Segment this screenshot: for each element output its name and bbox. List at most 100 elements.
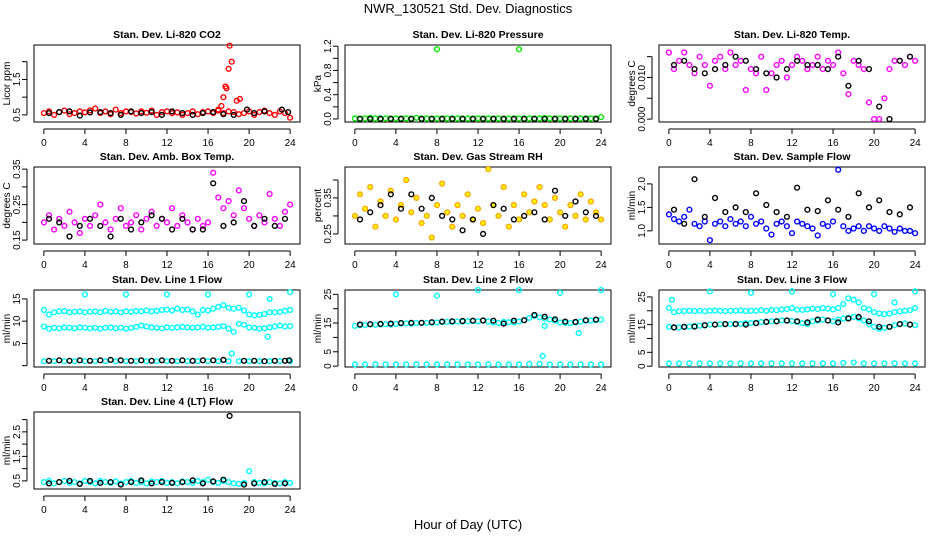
data-point xyxy=(40,109,48,117)
data-point xyxy=(61,107,68,114)
data-point xyxy=(521,191,528,198)
data-point xyxy=(500,115,507,123)
data-point xyxy=(526,314,533,322)
data-point xyxy=(128,308,135,315)
data-point xyxy=(567,202,574,209)
data-point xyxy=(256,108,263,116)
data-point xyxy=(122,358,130,365)
data-point xyxy=(691,65,698,73)
data-point xyxy=(174,222,181,230)
data-point xyxy=(194,311,201,318)
data-point xyxy=(251,324,258,331)
data-point xyxy=(112,478,119,485)
data-point xyxy=(199,109,207,117)
data-point xyxy=(870,291,878,298)
data-point xyxy=(732,321,739,328)
data-point xyxy=(107,226,114,233)
data-point xyxy=(500,184,507,191)
data-point xyxy=(377,115,384,123)
data-point xyxy=(266,479,273,486)
data-point xyxy=(459,212,466,220)
data-point xyxy=(362,322,369,329)
data-point xyxy=(433,115,441,122)
y-tick-label: 0.5 xyxy=(12,108,23,122)
x-tick-label: 20 xyxy=(869,260,881,271)
y-axis-label: ml/min xyxy=(627,191,638,220)
panel-8: Stan. Dev. Line 2 Flow ml/min 0 4 8 12 16 20 24 0… xyxy=(313,274,612,394)
data-point xyxy=(138,109,145,117)
data-point xyxy=(515,361,523,368)
data-point xyxy=(536,360,543,367)
data-point xyxy=(251,357,258,364)
data-point xyxy=(271,480,278,488)
data-point xyxy=(449,318,456,325)
x-tick-label: 4 xyxy=(707,260,713,271)
data-point xyxy=(235,187,242,194)
data-point xyxy=(351,212,359,220)
y-tick-label: 0.35 xyxy=(12,159,23,179)
data-point xyxy=(225,108,232,115)
data-point xyxy=(281,323,289,330)
data-point xyxy=(220,476,227,483)
data-point xyxy=(819,220,826,227)
data-point xyxy=(133,323,140,331)
data-point xyxy=(814,61,821,69)
data-point xyxy=(592,212,600,220)
data-point xyxy=(814,316,821,323)
y-tick-label: 1.5 xyxy=(12,72,23,86)
data-point xyxy=(752,65,760,73)
data-point xyxy=(204,358,212,365)
series xyxy=(45,180,289,240)
data-point xyxy=(163,358,171,365)
data-point xyxy=(722,223,729,230)
data-point xyxy=(40,219,48,226)
data-point xyxy=(536,184,543,191)
data-point xyxy=(911,322,919,329)
x-tick-label: 12 xyxy=(472,383,484,394)
data-point xyxy=(266,109,273,117)
data-point xyxy=(92,105,99,112)
data-point xyxy=(686,360,693,367)
data-point xyxy=(855,299,862,306)
data-point xyxy=(835,319,842,326)
series xyxy=(356,187,600,238)
series xyxy=(40,320,294,335)
data-point xyxy=(505,223,512,230)
data-point xyxy=(66,324,73,331)
data-point xyxy=(392,320,400,328)
y-tick-label: 15 xyxy=(637,319,648,331)
data-point xyxy=(691,220,698,227)
data-point xyxy=(243,106,251,113)
data-point xyxy=(286,357,293,364)
y-tick-label: 0.8 xyxy=(323,63,334,77)
series xyxy=(40,468,294,488)
data-point xyxy=(670,309,678,316)
data-point xyxy=(199,226,207,233)
data-point xyxy=(742,321,749,328)
data-point xyxy=(752,307,760,314)
data-point xyxy=(881,311,888,318)
data-point xyxy=(587,317,595,324)
data-point xyxy=(133,212,140,219)
data-point xyxy=(128,108,135,115)
data-point xyxy=(459,227,466,234)
data-point xyxy=(515,115,523,122)
data-point xyxy=(439,212,446,220)
data-point xyxy=(505,115,512,122)
y-axis-label: degrees C xyxy=(627,60,638,106)
data-point xyxy=(281,480,289,487)
data-point xyxy=(722,308,729,315)
data-point xyxy=(906,53,914,60)
data-point xyxy=(752,190,760,197)
data-point xyxy=(886,225,893,232)
data-point xyxy=(891,228,898,235)
data-point xyxy=(215,106,222,113)
data-point xyxy=(413,194,420,202)
x-tick-label: 8 xyxy=(434,138,440,149)
data-point xyxy=(480,220,487,227)
data-point xyxy=(148,357,155,364)
data-point xyxy=(480,317,487,324)
data-point xyxy=(681,220,688,227)
x-tick-label: 8 xyxy=(434,383,440,394)
data-point xyxy=(189,111,196,119)
